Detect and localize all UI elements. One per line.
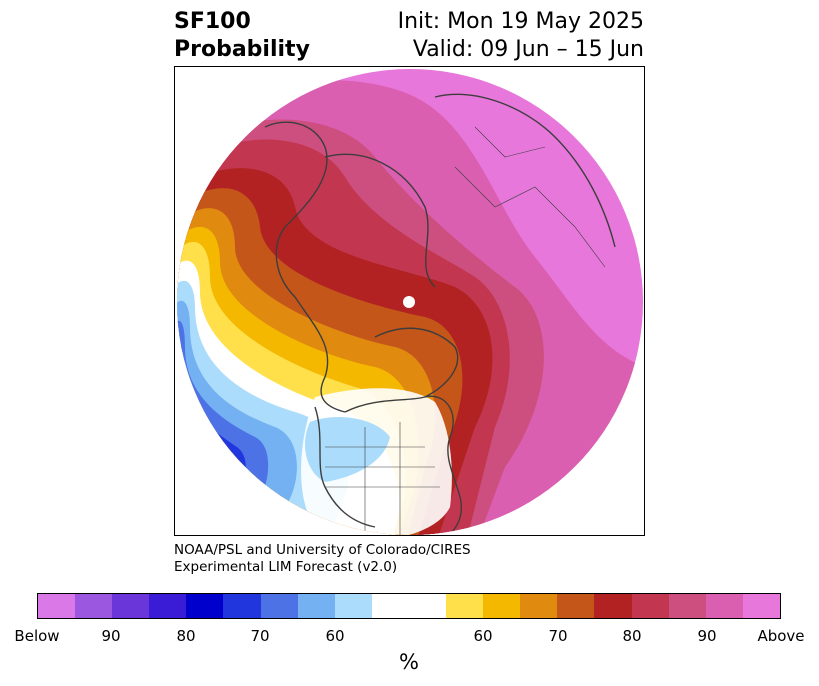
colorbar-segment [334, 594, 372, 618]
valid-range: Valid: 09 Jun – 15 Jun [412, 37, 644, 62]
tick-below-80: 80 [176, 627, 196, 645]
credit-line1: NOAA/PSL and University of Colorado/CIRE… [174, 542, 471, 558]
tick-above: Above [757, 627, 805, 645]
colorbar-segment [371, 594, 409, 618]
colorbar-segment [297, 594, 335, 618]
colorbar-segment [186, 594, 224, 618]
colorbar-segment [668, 594, 706, 618]
credit-text: NOAA/PSL and University of Colorado/CIRE… [174, 542, 471, 576]
init-date: Init: Mon 19 May 2025 [397, 9, 644, 34]
colorbar-segment [446, 594, 484, 618]
colorbar-segment [520, 594, 558, 618]
credit-line2: Experimental LIM Forecast (v2.0) [174, 559, 398, 575]
title-line2: Probability [174, 37, 310, 62]
colorbar-segment [75, 594, 113, 618]
colorbar-segment [742, 594, 780, 618]
tick-below-70: 70 [250, 627, 270, 645]
colorbar-segment [112, 594, 150, 618]
tick-below: Below [14, 627, 60, 645]
probability-field [177, 69, 643, 535]
tick-below-60: 60 [325, 627, 345, 645]
colorbar-segment [631, 594, 669, 618]
tick-below-90: 90 [101, 627, 121, 645]
colorbar-segment [705, 594, 743, 618]
map-title: SF100 Probability [174, 8, 310, 64]
colorbar-segment [149, 594, 187, 618]
colorbar-segment [557, 594, 595, 618]
title-line1: SF100 [174, 9, 251, 34]
colorbar-segment [260, 594, 298, 618]
tick-above-70: 70 [548, 627, 568, 645]
colorbar-segment [483, 594, 521, 618]
colorbar-segment [223, 594, 261, 618]
colorbar-segment [594, 594, 632, 618]
tick-above-90: 90 [697, 627, 717, 645]
colorbar-segment [408, 594, 447, 618]
colorbar-segment [38, 594, 76, 618]
colorbar-unit: % [399, 650, 419, 674]
polar-map [174, 66, 645, 536]
forecast-dates: Init: Mon 19 May 2025 Valid: 09 Jun – 15… [398, 8, 644, 64]
tick-above-60: 60 [473, 627, 493, 645]
colorbar [37, 593, 781, 619]
tick-above-80: 80 [622, 627, 642, 645]
